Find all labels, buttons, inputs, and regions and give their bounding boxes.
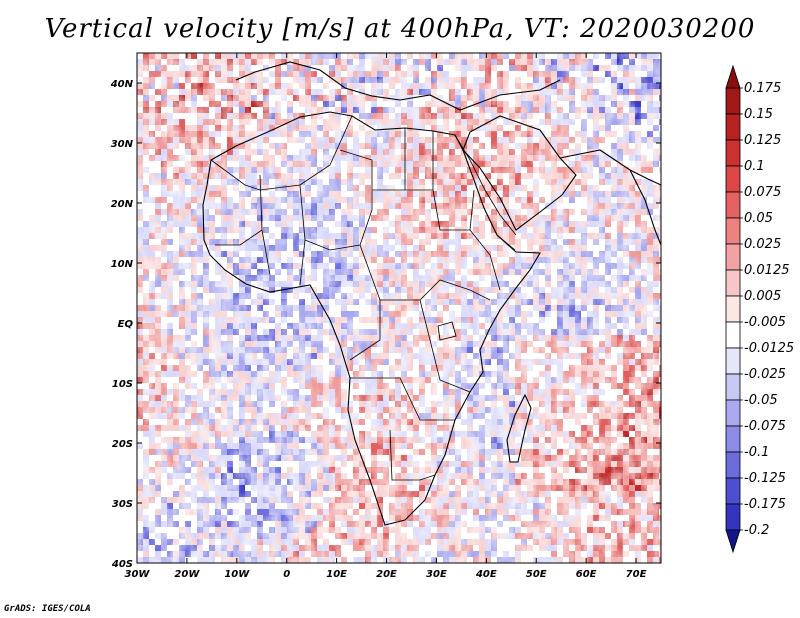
colorbar-swatch xyxy=(725,503,741,531)
lat-tick-label: EQ xyxy=(118,319,134,330)
colorbar-swatch xyxy=(725,425,741,453)
vertical-velocity-field xyxy=(137,53,661,563)
colorbar-label: -0.0125 xyxy=(744,341,794,356)
colorbar-swatch xyxy=(725,269,741,297)
colorbar-label: -0.2 xyxy=(744,523,769,538)
colorbar-label: 0.005 xyxy=(744,289,781,304)
india-coastline xyxy=(629,169,661,246)
colorbar-swatch xyxy=(725,243,741,271)
lat-tick-label: 40N xyxy=(110,79,134,90)
colorbar-swatch xyxy=(725,321,741,349)
coastlines-and-borders xyxy=(202,61,661,526)
africa-coastline xyxy=(202,111,541,526)
colorbar-label: -0.175 xyxy=(744,497,786,512)
lon-tick-label: 10W xyxy=(224,569,250,580)
colorbar-swatch xyxy=(725,451,741,479)
colorbar-label: 0.175 xyxy=(744,81,781,96)
colorbar-swatch xyxy=(725,139,741,167)
lake-victoria xyxy=(437,321,457,341)
map-frame xyxy=(136,52,662,564)
europe-coastline xyxy=(235,61,561,111)
lon-tick-label: 30E xyxy=(426,569,447,580)
colorbar-label: 0.1 xyxy=(744,159,765,174)
colorbar-label: -0.025 xyxy=(744,367,786,382)
colorbar-label: -0.125 xyxy=(744,471,786,486)
arabia-coastline xyxy=(462,115,577,231)
colorbar-label: 0.025 xyxy=(744,237,781,252)
colorbar-label: 0.125 xyxy=(744,133,781,148)
lat-tick-label: 20N xyxy=(111,199,134,210)
colorbar-label: -0.075 xyxy=(744,419,786,434)
lat-tick-label: 10S xyxy=(112,379,133,390)
colorbar-swatch xyxy=(725,373,741,401)
colorbar-swatch xyxy=(725,295,741,323)
colorbar-top-arrow xyxy=(725,64,741,89)
colorbar-label: 0.05 xyxy=(744,211,773,226)
colorbar-label: 0.15 xyxy=(744,107,773,122)
colorbar-swatch xyxy=(725,87,741,115)
colorbar-label: -0.1 xyxy=(744,445,769,460)
colorbar-swatch xyxy=(725,399,741,427)
colorbar-swatch xyxy=(725,217,741,245)
lon-tick-label: 70E xyxy=(626,569,647,580)
lon-tick-label: 60E xyxy=(576,569,597,580)
colorbar-swatch xyxy=(725,477,741,505)
lat-tick-label: 10N xyxy=(111,259,134,270)
colorbar-swatch xyxy=(725,113,741,141)
colorbar-bottom-arrow xyxy=(725,529,741,554)
lon-tick-label: 20E xyxy=(376,569,397,580)
lat-tick-label: 20S xyxy=(112,439,133,450)
lat-tick-label: 40S xyxy=(111,559,133,570)
lon-tick-label: 30W xyxy=(125,569,151,580)
red-sea xyxy=(454,134,517,236)
lat-tick-label: 30N xyxy=(111,139,134,150)
lon-tick-label: 20W xyxy=(174,569,200,580)
colorbar: 0.175 0.15 0.125 0.1 0.075 0.05 0.025 0.0125 0.0… xyxy=(725,64,794,554)
colorbar-label: 0.075 xyxy=(744,185,781,200)
grads-credit: GrADS: IGES/COLA xyxy=(4,604,91,614)
map-axis-ticks: 30W 20W 10W 0 10E 20E 30E 40E 50E 60E 70E 40N 30N 20N… xyxy=(110,53,661,580)
colorbar-swatch xyxy=(725,165,741,193)
madagascar-coastline xyxy=(506,393,532,463)
country-borders xyxy=(210,115,516,481)
lat-tick-label: 30S xyxy=(112,499,133,510)
lon-tick-label: 50E xyxy=(526,569,547,580)
lon-tick-label: 0 xyxy=(283,569,290,580)
lon-tick-label: 10E xyxy=(326,569,347,580)
colorbar-label: 0.0125 xyxy=(744,263,790,278)
colorbar-swatch xyxy=(725,347,741,375)
colorbar-swatch xyxy=(725,191,741,219)
colorbar-label: -0.005 xyxy=(744,315,786,330)
lon-tick-label: 40E xyxy=(475,569,497,580)
colorbar-label: -0.05 xyxy=(744,393,778,408)
map-title: Vertical velocity [m/s] at 400hPa, VT: 2… xyxy=(44,14,756,44)
